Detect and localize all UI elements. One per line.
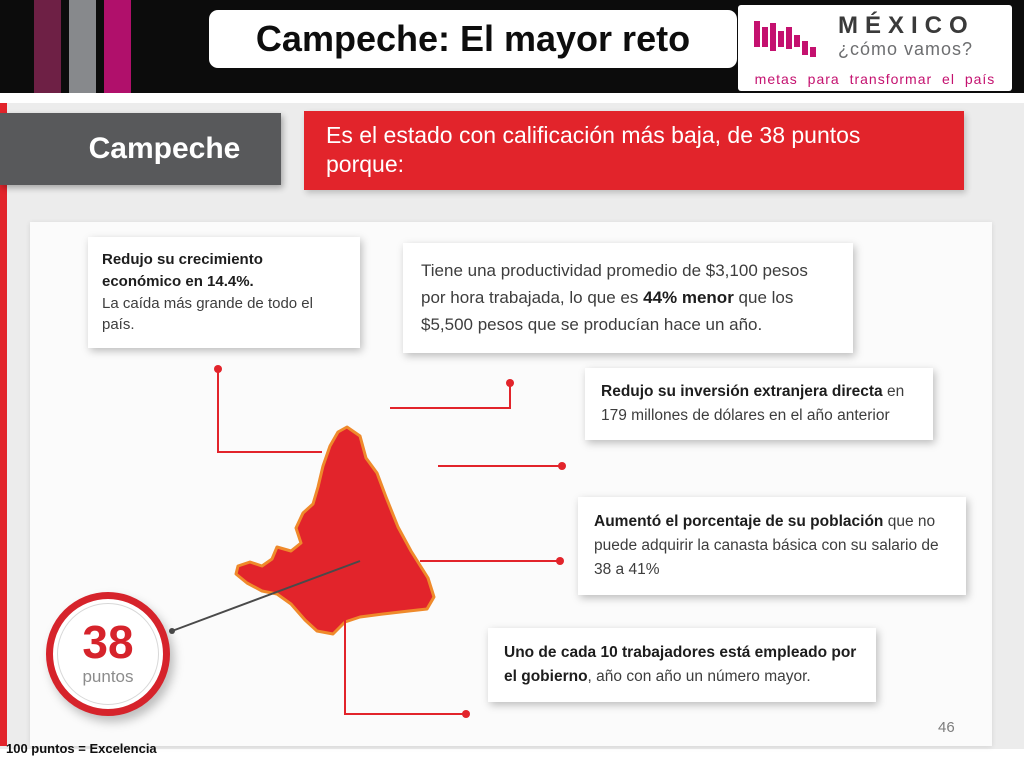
logo-wordmark: MÉXICO ¿cómo vamos? bbox=[838, 13, 975, 60]
callout-gobierno: Uno de cada 10 trabajadores está emplead… bbox=[488, 628, 876, 703]
callout-text-bold: Aumentó el porcentaje de su población bbox=[594, 513, 884, 530]
headline-text: Es el estado con calificación más baja, … bbox=[326, 122, 861, 178]
page-number: 46 bbox=[938, 719, 955, 736]
stripe-maroon bbox=[34, 0, 61, 93]
callout-text: que no puede adquirir la canasta básica … bbox=[594, 513, 939, 579]
logo-tagline: metas para transformar el país bbox=[754, 71, 996, 87]
stripe-magenta bbox=[104, 0, 131, 93]
callout-crecimiento: Redujo su crecimiento económico en 14.4%… bbox=[88, 237, 360, 348]
state-label: Campeche bbox=[88, 132, 241, 165]
callout-text-bold: 44% menor bbox=[643, 288, 734, 308]
slide-title-box: Campeche: El mayor reto bbox=[209, 10, 737, 68]
callout-productividad: Tiene una productividad promedio de $3,1… bbox=[403, 243, 853, 353]
headline-banner: Es el estado con calificación más baja, … bbox=[304, 111, 964, 190]
score-inner-ring bbox=[57, 603, 159, 705]
state-label-box: Campeche bbox=[0, 113, 281, 185]
left-accent-stripe bbox=[0, 103, 7, 746]
decorative-stripes bbox=[34, 0, 131, 93]
callout-text-bold: Redujo su crecimiento económico en 14.4%… bbox=[102, 251, 263, 290]
callout-text: que los $5,500 pesos que se producían ha… bbox=[421, 288, 794, 335]
callout-inversion: Redujo su inversión extranjera directa e… bbox=[585, 368, 933, 441]
callout-text-bold: Redujo su inversión extranjera directa bbox=[601, 383, 883, 400]
callout-text: en 179 millones de dólares en el año ant… bbox=[601, 383, 905, 425]
page-title: Campeche: El mayor reto bbox=[255, 18, 691, 59]
footer-note: 100 puntos = Excelencia bbox=[6, 741, 157, 756]
callout-text-bold: Uno de cada 10 trabajadores está emplead… bbox=[504, 644, 857, 686]
callout-text: , año con año un número mayor. bbox=[587, 668, 811, 686]
stripe-gray bbox=[69, 0, 96, 93]
mexico-como-vamos-logo: MÉXICO ¿cómo vamos? metas para transform… bbox=[738, 5, 1012, 91]
callout-text: Tiene una productividad promedio de $3,1… bbox=[421, 261, 808, 308]
logo-brand: MÉXICO bbox=[838, 12, 975, 39]
score-badge: 38 puntos bbox=[46, 592, 170, 716]
callout-canasta: Aumentó el porcentaje de su población qu… bbox=[578, 497, 966, 596]
header-bar: Campeche: El mayor reto MÉXICO ¿cómo vam… bbox=[0, 0, 1024, 93]
logo-brand-sub: ¿cómo vamos? bbox=[838, 39, 974, 60]
callout-text: La caída más grande de todo el país. bbox=[102, 294, 313, 334]
bar-chart-logo-icon bbox=[754, 21, 816, 57]
